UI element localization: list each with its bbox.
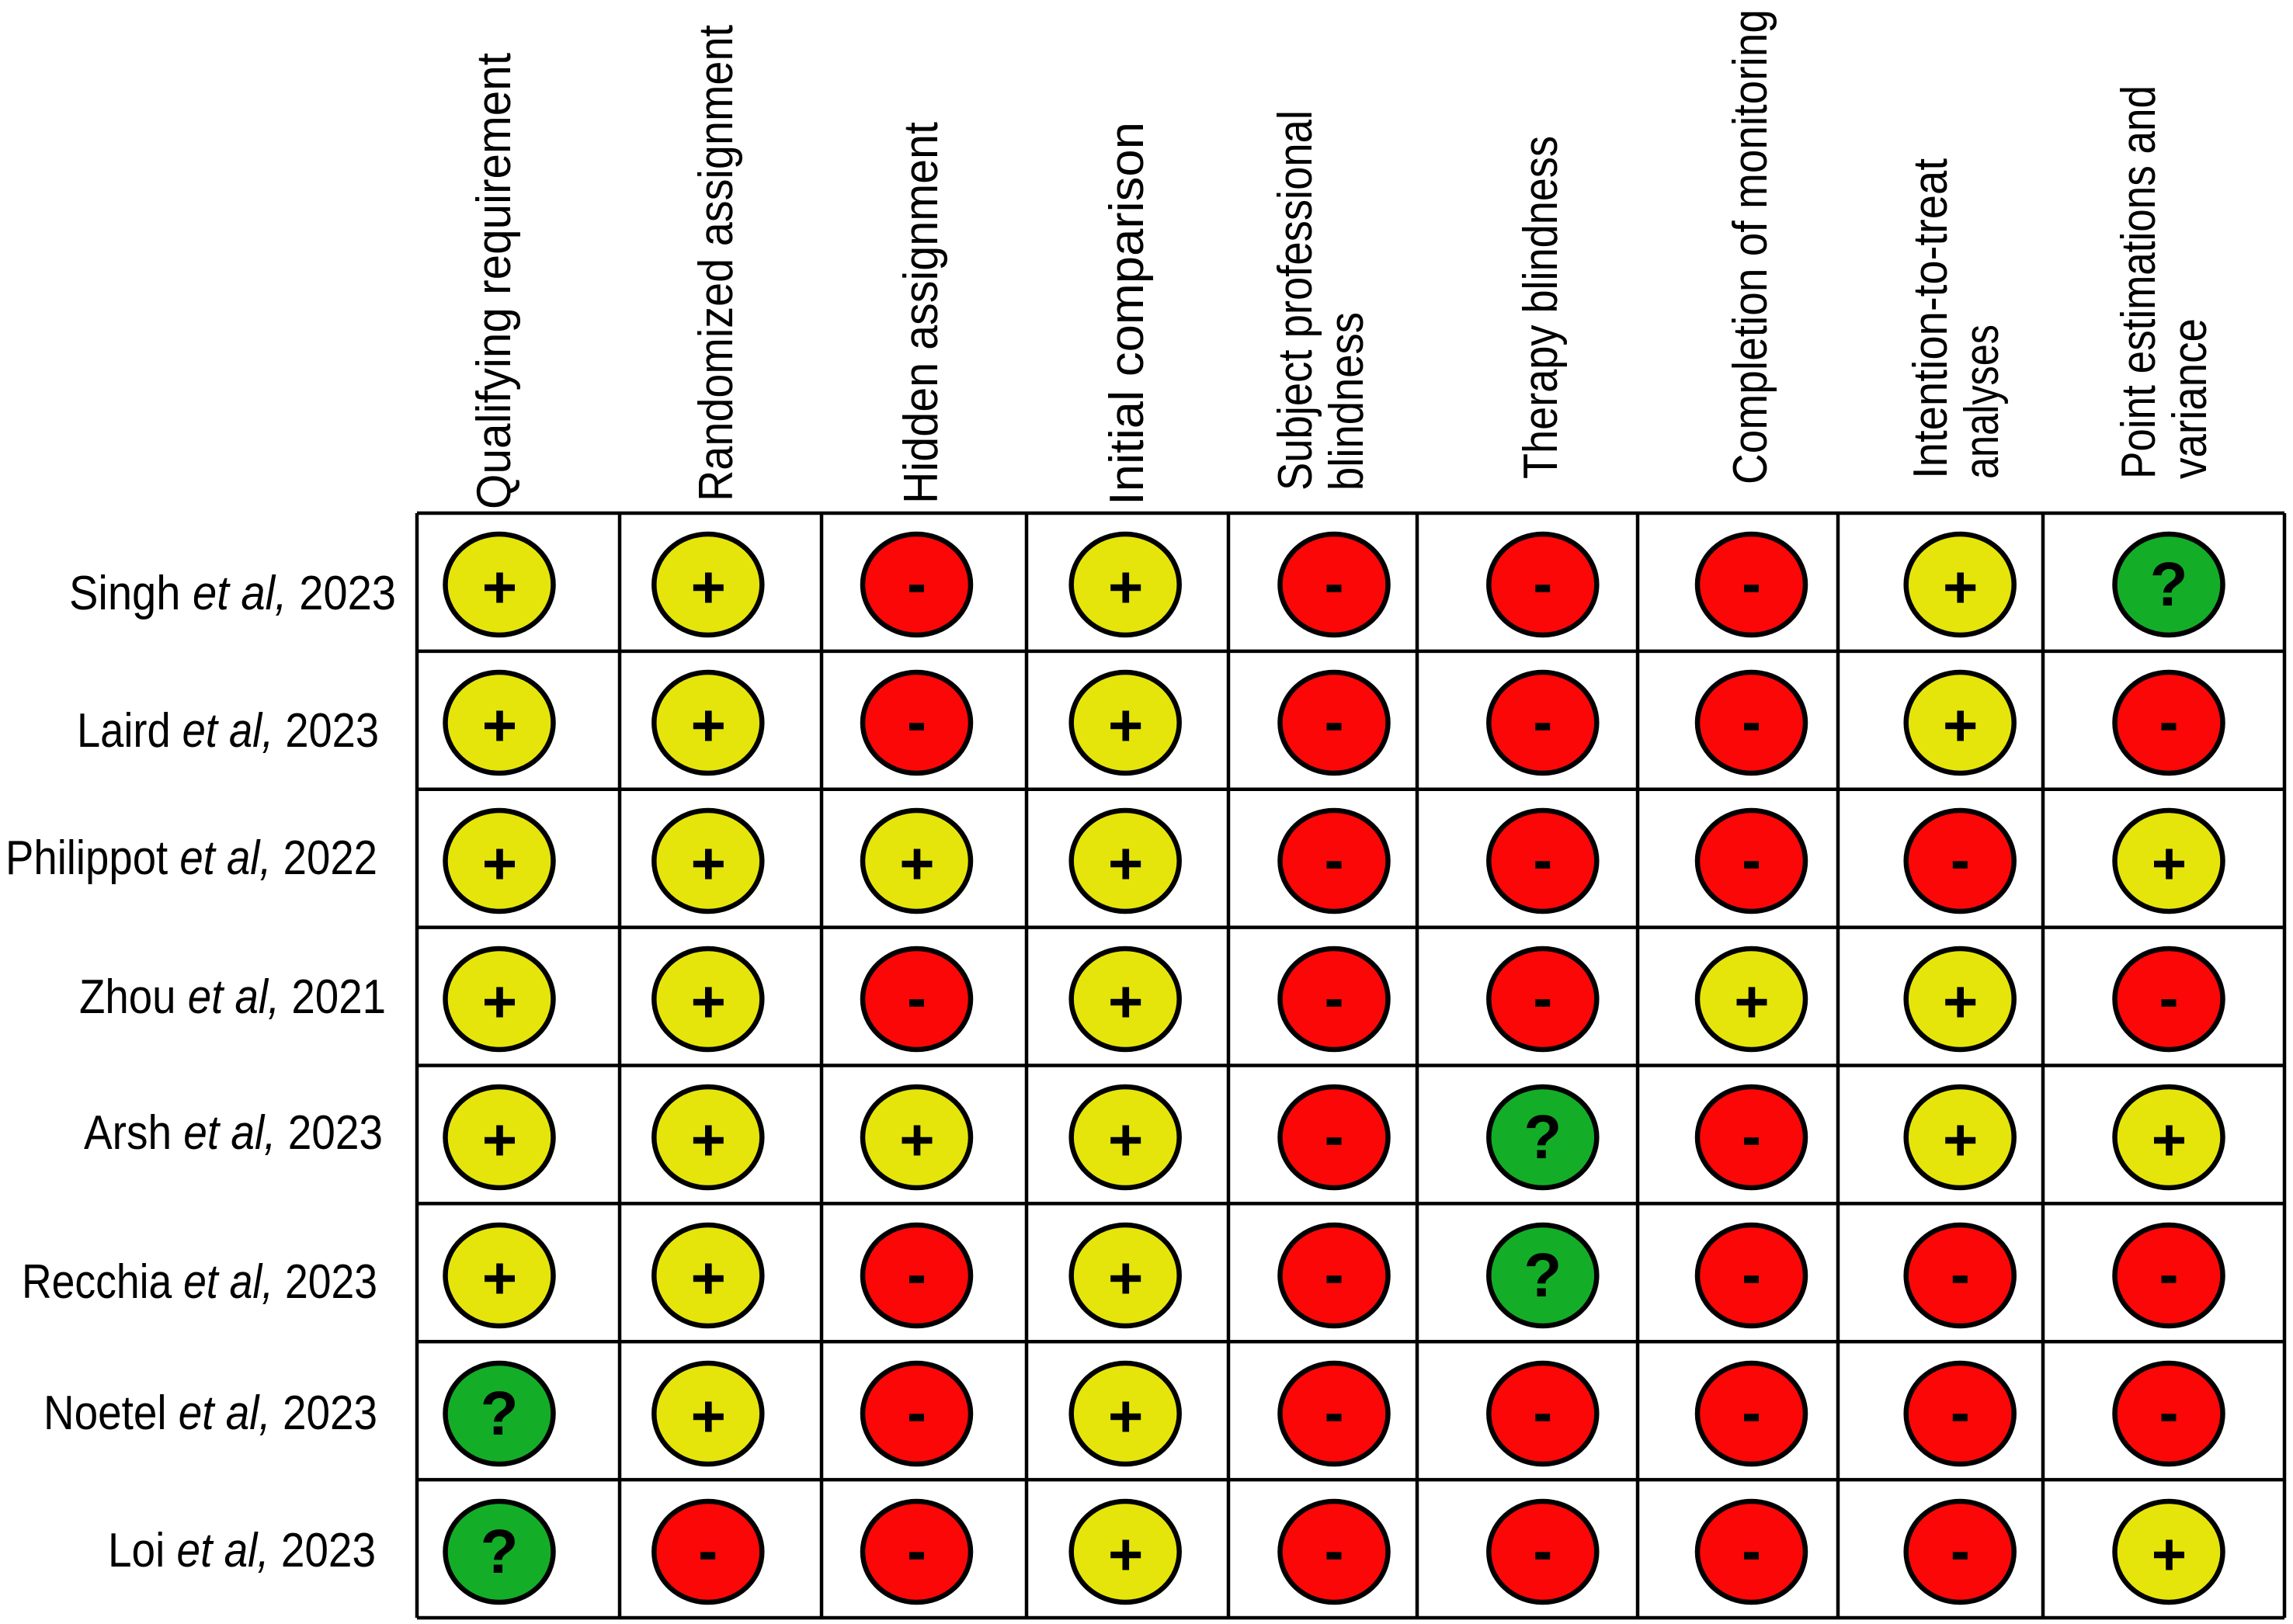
svg-text:Philippot et al, 2022: Philippot et al, 2022 (5, 831, 377, 885)
svg-text:Hidden assignment: Hidden assignment (895, 122, 948, 504)
svg-text:blindness: blindness (1320, 312, 1374, 491)
svg-text:Qualifying requirement: Qualifying requirement (467, 53, 521, 509)
svg-text:?: ? (481, 1517, 519, 1586)
svg-text:Noetel et al, 2023: Noetel et al, 2023 (43, 1386, 377, 1440)
svg-text:Laird et al, 2023: Laird et al, 2023 (77, 704, 379, 758)
svg-text:Intention-to-treat: Intention-to-treat (1904, 158, 1958, 479)
svg-text:Subject professional: Subject professional (1269, 110, 1322, 491)
svg-text:?: ? (2150, 550, 2188, 619)
svg-text:Arsh et al, 2023: Arsh et al, 2023 (84, 1106, 383, 1160)
svg-text:Initial comparison: Initial comparison (1100, 122, 1154, 505)
svg-text:?: ? (1523, 1102, 1562, 1171)
svg-text:?: ? (481, 1379, 519, 1448)
svg-text:Zhou et al, 2021: Zhou et al, 2021 (79, 970, 386, 1024)
svg-text:Point estimations and: Point estimations and (2112, 85, 2166, 479)
svg-text:Loi et al, 2023: Loi et al, 2023 (108, 1524, 376, 1577)
svg-text:?: ? (1523, 1241, 1562, 1310)
svg-text:Completion of monitoring: Completion of monitoring (1724, 9, 1777, 484)
svg-text:variance: variance (2163, 318, 2217, 479)
svg-text:Singh et al, 2023: Singh et al, 2023 (69, 567, 396, 620)
svg-text:Recchia et al, 2023: Recchia et al, 2023 (22, 1255, 377, 1309)
svg-text:Randomized assignment: Randomized assignment (690, 25, 743, 501)
svg-text:Therapy blindness: Therapy blindness (1514, 136, 1568, 479)
svg-text:analyses: analyses (1955, 324, 2009, 479)
